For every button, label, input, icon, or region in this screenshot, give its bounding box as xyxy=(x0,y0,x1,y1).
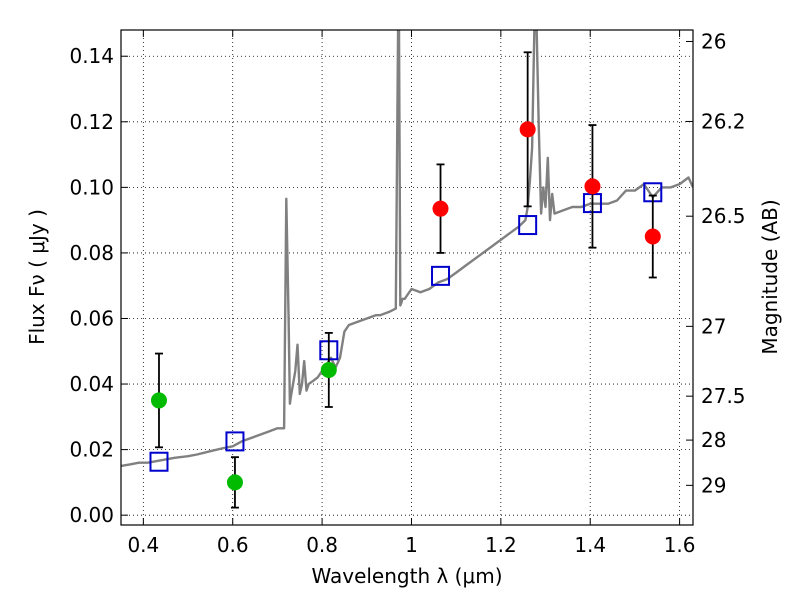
x-tick-label: 0.8 xyxy=(306,533,338,557)
model-point xyxy=(431,265,451,286)
axis-ticks: 0.4 0.6 0.8 1 1.2 1.4 1.6 0.00 0.02 0.04 0.06 0.08 0… xyxy=(69,29,745,557)
model-point xyxy=(225,431,245,452)
x-tick-label: 1.6 xyxy=(664,533,696,557)
grid xyxy=(121,30,693,525)
spectrum-line xyxy=(121,30,693,468)
x-tick-label: 0.6 xyxy=(217,533,249,557)
observed-point xyxy=(584,178,601,195)
x-tick-label: 1.4 xyxy=(574,533,606,557)
x-tick-label: 0.4 xyxy=(127,533,159,557)
spectrum-layer xyxy=(121,30,693,468)
observed-point xyxy=(432,200,449,217)
observed-point xyxy=(320,361,337,378)
observed-point xyxy=(226,474,243,491)
y-tick-label: 0.06 xyxy=(69,306,114,330)
x-tick-label: 1 xyxy=(405,533,418,557)
x-tick-label: 1.2 xyxy=(485,533,517,557)
right-axis-title: Magnitude (AB) xyxy=(758,199,782,354)
y-tick-label: 0.10 xyxy=(69,175,114,199)
plot-frame xyxy=(120,29,694,526)
model-point xyxy=(518,215,538,236)
right-tick-label: 26 xyxy=(701,29,726,53)
y-tick-label: 0.04 xyxy=(69,372,114,396)
marker-layer xyxy=(149,51,663,509)
model-point xyxy=(149,451,169,472)
observed-point xyxy=(150,392,167,409)
right-tick-label: 28 xyxy=(701,428,726,452)
y-tick-label: 0.02 xyxy=(69,438,114,462)
y-axis-title: Flux Fν ( μJy ) xyxy=(25,209,49,345)
y-tick-label: 0.12 xyxy=(69,110,114,134)
right-tick-label: 27 xyxy=(701,314,726,338)
x-axis-title: Wavelength λ (μm) xyxy=(311,564,502,588)
right-tick-label: 26.5 xyxy=(701,204,746,228)
y-tick-label: 0.00 xyxy=(69,503,114,527)
right-tick-label: 29 xyxy=(701,473,726,497)
right-tick-label: 27.5 xyxy=(701,384,746,408)
observed-point xyxy=(644,228,661,245)
observed-point xyxy=(519,121,536,138)
y-tick-label: 0.14 xyxy=(69,44,114,68)
right-tick-label: 26.2 xyxy=(701,109,746,133)
y-tick-label: 0.08 xyxy=(69,241,114,265)
